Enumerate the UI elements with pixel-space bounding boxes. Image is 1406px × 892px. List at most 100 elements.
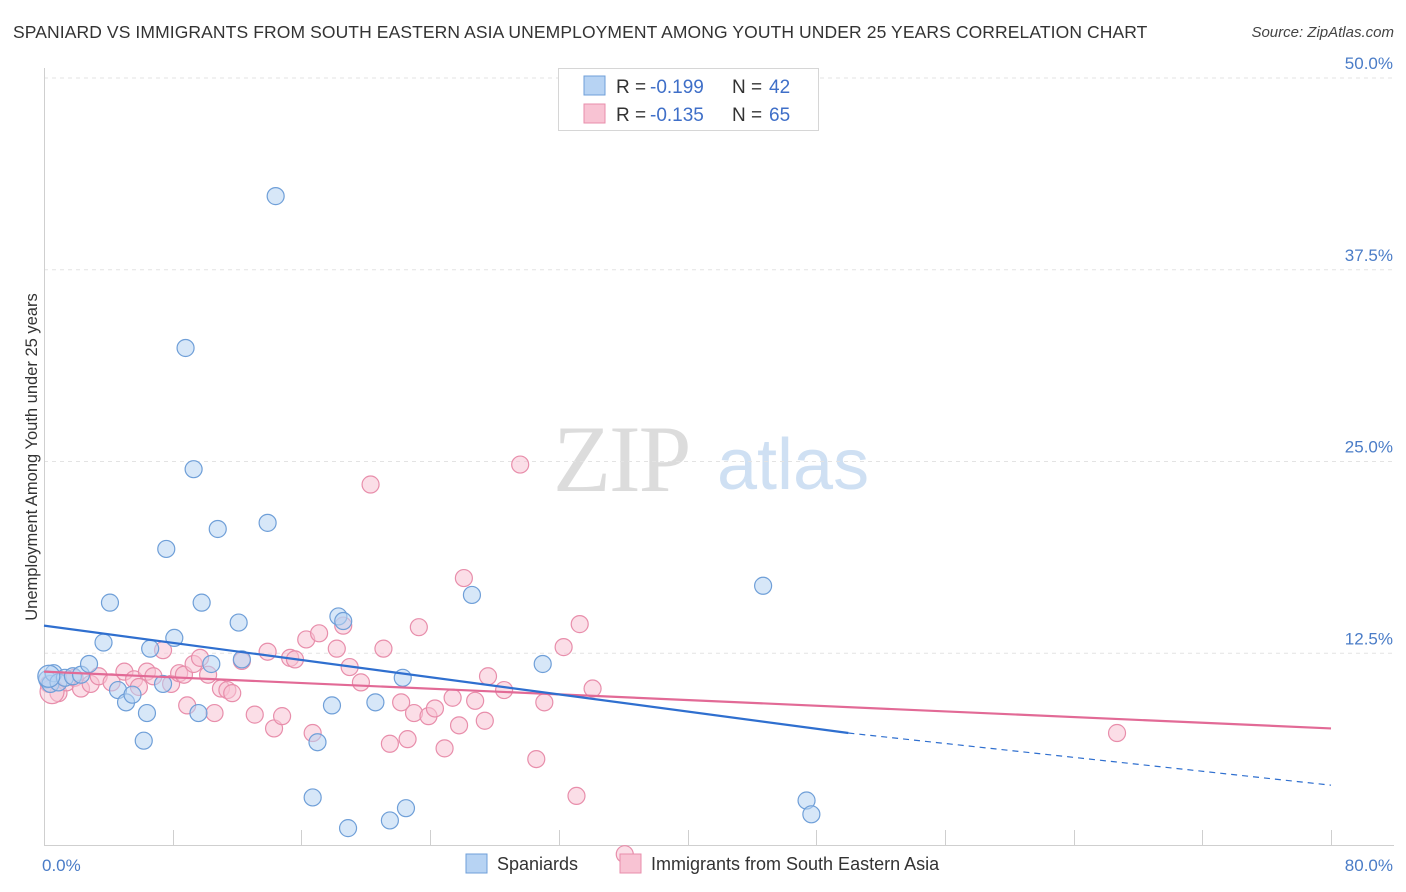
data-point-spaniards [308,733,327,752]
data-point-spaniards [380,811,399,830]
legend-n-value-spaniards: 42 [769,77,790,98]
data-point-spaniards [396,799,416,818]
data-point-spaniards [153,674,173,694]
data-point-spaniards [232,650,251,669]
y-tick-label: 50.0% [1345,54,1393,73]
y-axis-tick-labels: 12.5% 25.0% 37.5% 50.0% [1345,54,1393,648]
data-point-immigrants [583,679,602,698]
data-point-immigrants [361,475,380,494]
y-tick-label: 12.5% [1345,629,1393,648]
source-label: Source: ZipAtlas.com [1251,24,1394,41]
data-point-immigrants [535,693,554,712]
data-point-spaniards [192,593,211,612]
data-point-immigrants [466,691,485,710]
trend-line-spaniards-extrapolated [848,732,1332,786]
trend-line-immigrants [43,670,1332,730]
data-point-immigrants [351,673,371,692]
data-point-immigrants [223,684,242,703]
data-point-immigrants [478,667,498,686]
data-point-immigrants [380,734,399,753]
legend-r-value-immigrants: -0.135 [650,105,704,126]
data-point-immigrants [425,699,445,718]
data-point-spaniards [184,460,203,479]
data-point-spaniards [202,654,221,674]
data-point-immigrants [495,680,514,700]
data-point-spaniards [134,731,153,750]
data-point-immigrants [454,568,473,588]
x-tick-label-min: 0.0% [42,856,81,875]
data-point-immigrants [409,618,428,637]
data-point-spaniards [754,576,773,595]
data-point-immigrants [527,749,546,769]
data-point-spaniards [802,805,821,824]
legend-n-value-immigrants: 65 [769,105,790,126]
y-tick-label: 25.0% [1345,438,1393,457]
data-point-spaniards [533,654,552,674]
data-point-spaniards [338,819,358,838]
legend-n-label-spaniards: N = [732,77,762,98]
data-point-spaniards [37,664,61,688]
data-point-spaniards [157,539,176,559]
data-point-immigrants [327,639,346,658]
trend-lines [43,624,1332,786]
data-point-spaniards [176,338,195,358]
bottom-legend-label-spaniards: Spaniards [497,854,578,874]
bottom-legend-label-immigrants: Immigrants from South Eastern Asia [651,854,940,874]
series-legend: Spaniards Immigrants from South Eastern … [465,853,940,874]
data-point-spaniards [229,613,248,632]
data-point-immigrants [567,786,586,806]
data-point-immigrants [554,638,573,657]
series-spaniards-points [37,187,821,838]
trend-line-spaniards [43,624,849,735]
data-point-immigrants [449,716,469,735]
data-point-immigrants [374,639,393,658]
watermark-atlas: atlas [717,425,869,505]
data-point-immigrants [443,688,462,707]
data-point-immigrants [309,624,329,643]
data-point-spaniards [366,693,385,712]
legend-swatch-spaniards [583,75,606,96]
bottom-legend-swatch-immigrants [619,853,642,874]
data-point-spaniards [141,639,160,658]
data-point-spaniards [100,593,120,612]
data-point-immigrants [245,705,264,724]
data-point-immigrants [475,711,494,730]
gridlines [44,77,1394,654]
legend-r-label-spaniards: R = [616,77,646,98]
data-point-spaniards [334,611,353,631]
data-point-immigrants [511,455,530,474]
data-point-immigrants [392,693,411,712]
stats-legend: R = -0.199 N = 42 R = -0.135 N = 65 [558,68,819,131]
data-point-immigrants [1107,723,1127,743]
data-point-spaniards [123,685,142,704]
data-point-spaniards [266,187,285,206]
legend-n-label-immigrants: N = [732,105,762,126]
data-point-immigrants [435,739,454,758]
data-point-spaniards [208,519,227,539]
data-point-spaniards [79,654,99,674]
legend-r-label-immigrants: R = [616,105,646,126]
y-axis-title: Unemployment Among Youth under 25 years [23,293,41,620]
series-immigrants-points [39,455,1127,864]
data-point-spaniards [462,585,482,605]
data-point-spaniards [303,788,322,807]
legend-swatch-immigrants [583,103,606,124]
watermark-zip: ZIP [553,406,690,512]
chart-title: SPANIARD VS IMMIGRANTS FROM SOUTH EASTER… [13,22,1148,42]
legend-r-value-spaniards: -0.199 [650,77,704,98]
data-point-spaniards [189,703,208,723]
data-point-immigrants [570,615,589,634]
watermark: ZIP atlas [553,406,869,512]
x-axis-ticks [44,830,1332,845]
data-point-immigrants [398,730,417,749]
data-point-immigrants [205,703,224,723]
data-point-immigrants [258,642,277,661]
data-point-spaniards [137,703,157,723]
data-point-spaniards [322,696,342,715]
data-point-spaniards [258,513,277,532]
data-point-immigrants [272,707,292,726]
y-tick-label: 37.5% [1345,246,1393,265]
x-tick-label-max: 80.0% [1345,856,1393,875]
data-point-spaniards [94,633,113,652]
